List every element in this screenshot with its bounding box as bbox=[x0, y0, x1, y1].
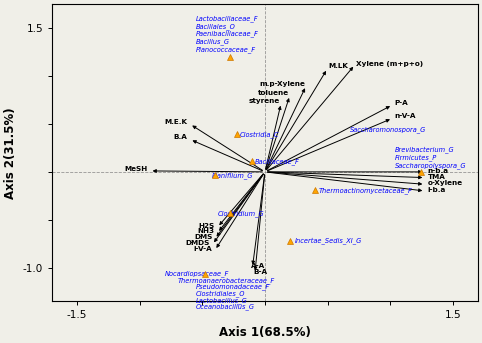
Text: Clostridium_G: Clostridium_G bbox=[217, 210, 264, 216]
Text: styrene: styrene bbox=[249, 98, 280, 104]
Text: Lactobacillus_G: Lactobacillus_G bbox=[196, 297, 248, 304]
Text: m.p-Xylene: m.p-Xylene bbox=[259, 81, 305, 87]
Y-axis label: Axis 2(31.5%): Axis 2(31.5%) bbox=[4, 107, 17, 199]
Text: i-V-A: i-V-A bbox=[194, 246, 212, 251]
Text: Bacillales_O: Bacillales_O bbox=[196, 23, 236, 29]
Text: NH3: NH3 bbox=[198, 228, 215, 234]
Text: Bacillus_G: Bacillus_G bbox=[196, 38, 230, 45]
Text: B.A: B.A bbox=[174, 134, 187, 140]
Text: Planiflium_G: Planiflium_G bbox=[212, 172, 254, 179]
Text: MeSH: MeSH bbox=[124, 166, 147, 172]
Text: A-A: A-A bbox=[251, 263, 266, 269]
Text: Clostridia_C: Clostridia_C bbox=[240, 131, 279, 138]
Text: B-A: B-A bbox=[254, 269, 268, 274]
Text: n-V-A: n-V-A bbox=[394, 113, 415, 119]
Text: M.LK: M.LK bbox=[329, 63, 348, 70]
Text: Nocardiopsaceae_F: Nocardiopsaceae_F bbox=[165, 270, 229, 277]
Text: Thermoanaerobacteraceae_F: Thermoanaerobacteraceae_F bbox=[177, 277, 274, 284]
Text: Paenibacillaceae_F: Paenibacillaceae_F bbox=[196, 31, 259, 37]
Text: DMS: DMS bbox=[194, 234, 212, 240]
Text: Bacillaceae_F: Bacillaceae_F bbox=[255, 158, 300, 165]
Text: toluene: toluene bbox=[257, 90, 289, 96]
Text: Thermoactinomycetaceae_F: Thermoactinomycetaceae_F bbox=[319, 187, 413, 193]
Text: Firmicutes_P: Firmicutes_P bbox=[395, 154, 438, 161]
Text: Clostridiales_O: Clostridiales_O bbox=[196, 290, 245, 297]
Text: H2S: H2S bbox=[199, 223, 215, 228]
Text: DMDS: DMDS bbox=[186, 240, 210, 246]
Text: Saccharopolyspora_G: Saccharopolyspora_G bbox=[395, 162, 467, 168]
Text: TMA: TMA bbox=[428, 174, 446, 180]
Text: Pseudomonadaceae_F: Pseudomonadaceae_F bbox=[196, 284, 270, 290]
Text: Saccharomonospora_G: Saccharomonospora_G bbox=[350, 126, 427, 133]
Text: Planococcaceae_F: Planococcaceae_F bbox=[196, 46, 256, 52]
Text: Xylene (m+p+o): Xylene (m+p+o) bbox=[356, 61, 424, 67]
Text: o-Xylene: o-Xylene bbox=[428, 180, 463, 186]
X-axis label: Axis 1(68.5%): Axis 1(68.5%) bbox=[219, 326, 311, 339]
Text: P-A: P-A bbox=[394, 100, 408, 106]
Text: Lactobacillaceae_F: Lactobacillaceae_F bbox=[196, 15, 258, 22]
Text: n-b.a: n-b.a bbox=[428, 168, 449, 174]
Text: Oceanobacillus_G: Oceanobacillus_G bbox=[196, 304, 255, 310]
Text: M.E.K: M.E.K bbox=[164, 119, 187, 125]
Text: Incertae_Sedis_XI_G: Incertae_Sedis_XI_G bbox=[295, 237, 362, 244]
Text: Brevibacterium_G: Brevibacterium_G bbox=[395, 146, 455, 153]
Text: i-b.a: i-b.a bbox=[428, 187, 446, 193]
